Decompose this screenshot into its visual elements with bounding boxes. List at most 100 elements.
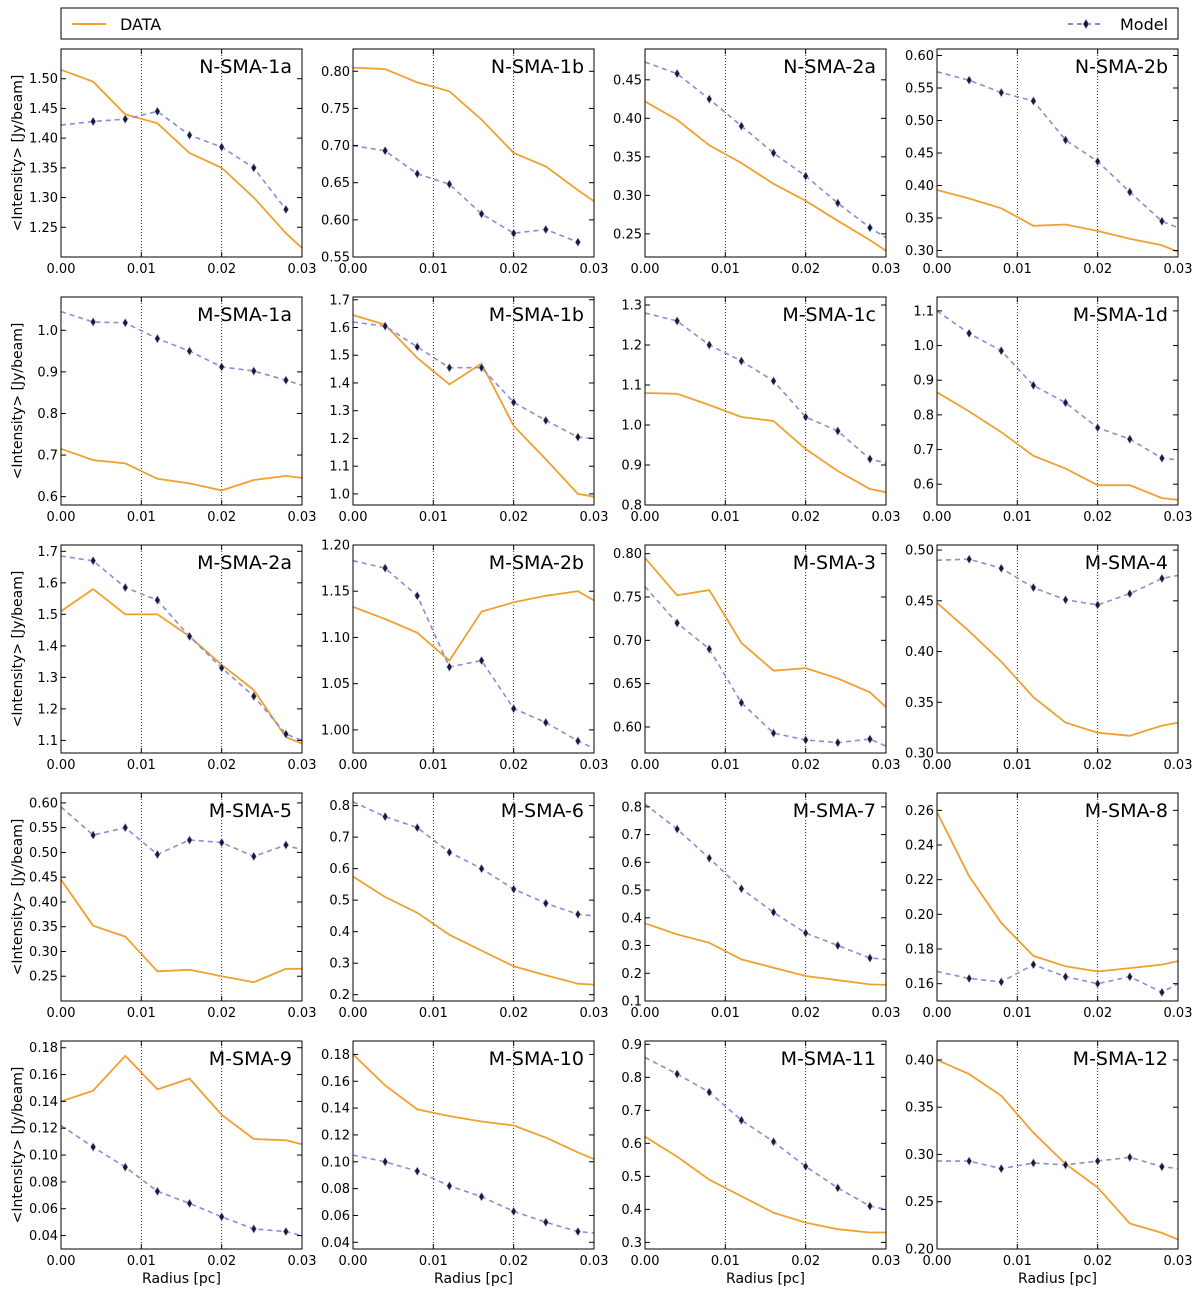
model-point — [770, 147, 777, 159]
y-tick-label: 0.4 — [329, 925, 350, 940]
model-point — [1062, 971, 1069, 982]
x-tick-label: 0.01 — [711, 758, 740, 773]
plot-frame — [644, 544, 887, 754]
model-point — [706, 643, 713, 655]
panel-title: M-SMA-10 — [489, 1048, 584, 1070]
x-tick-label: 0.02 — [499, 262, 528, 277]
y-tick-label: 0.80 — [613, 547, 642, 562]
x-tick-label: 0.00 — [923, 510, 952, 525]
y-tick-label: 0.30 — [905, 244, 934, 259]
y-tick-label: 0.2 — [621, 967, 642, 982]
model-point — [122, 317, 129, 328]
y-axis-labels: <Intensity> [Jy/beam] <Intensity> [Jy/bea… — [10, 75, 26, 1224]
y-tick-label: 1.45 — [29, 102, 58, 117]
x-tick-label: 0.00 — [631, 1254, 660, 1269]
model-point — [446, 362, 453, 373]
y-tick-label: 1.2 — [329, 432, 350, 447]
x-tick-label: 0.03 — [872, 758, 901, 773]
y-tick-label: 1.5 — [37, 608, 58, 623]
model-point — [770, 1136, 777, 1147]
x-tick-label: 0.03 — [872, 262, 901, 277]
y-tick-label: 1.0 — [329, 487, 350, 502]
y-tick-label: 1.2 — [37, 702, 58, 717]
x-tick-label: 0.01 — [127, 1006, 156, 1021]
y-tick-label: 1.2 — [621, 339, 642, 354]
model-point — [1158, 987, 1166, 998]
x-tick-label: 0.02 — [207, 262, 236, 277]
x-tick-label: 0.00 — [339, 510, 368, 525]
y-tick-label: 0.14 — [29, 1095, 58, 1110]
y-tick-label: 0.6 — [621, 856, 642, 871]
panel-title: M-SMA-1d — [1073, 304, 1168, 326]
y-tick-label: 1.20 — [321, 539, 350, 554]
x-tick-label: 0.03 — [580, 758, 609, 773]
model-point — [510, 228, 517, 239]
x-tick-label: 0.03 — [1164, 262, 1193, 277]
y-tick-label: 0.06 — [29, 1202, 58, 1217]
model-point — [1062, 397, 1069, 408]
model-point — [250, 851, 257, 862]
y-tick-label: 0.4 — [621, 1203, 642, 1218]
panel-title: M-SMA-6 — [501, 800, 584, 822]
x-tick-label: 0.02 — [207, 758, 236, 773]
x-tick-label: 0.00 — [923, 1006, 952, 1021]
model-point — [738, 1115, 745, 1126]
y-tick-label: 1.10 — [321, 631, 350, 646]
panel-title: M-SMA-11 — [781, 1048, 876, 1070]
y-tick-label: 0.35 — [613, 150, 642, 165]
x-tick-label: 0.00 — [631, 262, 660, 277]
model-point — [834, 737, 841, 748]
model-point — [998, 976, 1005, 988]
model-point — [381, 563, 389, 574]
model-point — [1158, 216, 1166, 227]
x-tick-label: 0.02 — [207, 1254, 236, 1269]
y-tick-label: 0.12 — [321, 1128, 350, 1143]
model-line-m-sma-11 — [645, 1056, 886, 1211]
panel-title: M-SMA-8 — [1085, 800, 1168, 822]
y-tick-label: 0.25 — [905, 1195, 934, 1210]
x-tick-label: 0.01 — [127, 1254, 156, 1269]
plot-frame — [936, 296, 1179, 506]
y-tick-label: 0.8 — [913, 408, 934, 423]
model-point — [154, 595, 161, 606]
y-tick-label: 0.20 — [905, 1243, 934, 1258]
x-tick-label: 0.01 — [1003, 510, 1032, 525]
model-point — [802, 734, 809, 746]
model-point — [218, 141, 225, 153]
plot-frame — [352, 296, 595, 506]
model-point — [866, 952, 874, 964]
panel-title: M-SMA-3 — [793, 552, 876, 574]
data-line-m-sma-11 — [645, 1135, 886, 1234]
model-point — [802, 171, 809, 182]
data-line-n-sma-1a — [61, 68, 302, 249]
y-tick-label: 0.16 — [905, 977, 934, 992]
model-point — [218, 837, 225, 848]
x-tick-label: 0.00 — [339, 262, 368, 277]
chart-n-sma-1a: 0.00 0.01 0.02 0.03 1.25 1.30 1.35 1.40 1.45 1.50… — [29, 48, 316, 277]
chart-m-sma-4: 0.00 0.01 0.02 0.03 0.30 0.35 0.40 0.45 0.50 M-SM… — [905, 544, 1192, 773]
y-tick-label: 0.50 — [905, 114, 934, 129]
plot-frame — [644, 792, 887, 1002]
x-tick-label: 0.01 — [419, 1006, 448, 1021]
model-point — [673, 617, 681, 629]
plot-frame — [936, 48, 1179, 258]
model-point — [673, 1068, 681, 1080]
y-tick-label: 1.6 — [37, 576, 58, 591]
model-point — [218, 1211, 225, 1222]
legend-model-label: Model — [1120, 15, 1168, 34]
model-point — [282, 1226, 290, 1237]
x-tick-label: 0.03 — [580, 1254, 609, 1269]
plot-frame — [936, 544, 1179, 754]
y-tick-label: 0.30 — [29, 945, 58, 960]
model-point — [381, 145, 389, 156]
y-tick-label: 0.5 — [621, 1170, 642, 1185]
model-point — [1158, 453, 1166, 464]
y-tick-label: 1.40 — [29, 132, 58, 147]
chart-m-sma-1c: 0.00 0.01 0.02 0.03 0.8 0.9 1.0 1.1 1.2 1.3 M-SMA-… — [621, 296, 900, 525]
model-point — [866, 734, 874, 745]
model-point — [154, 849, 161, 860]
y-tick-label: 1.4 — [37, 639, 58, 654]
panel-title: N-SMA-1b — [491, 56, 584, 78]
y-tick-label: 1.1 — [37, 734, 58, 749]
